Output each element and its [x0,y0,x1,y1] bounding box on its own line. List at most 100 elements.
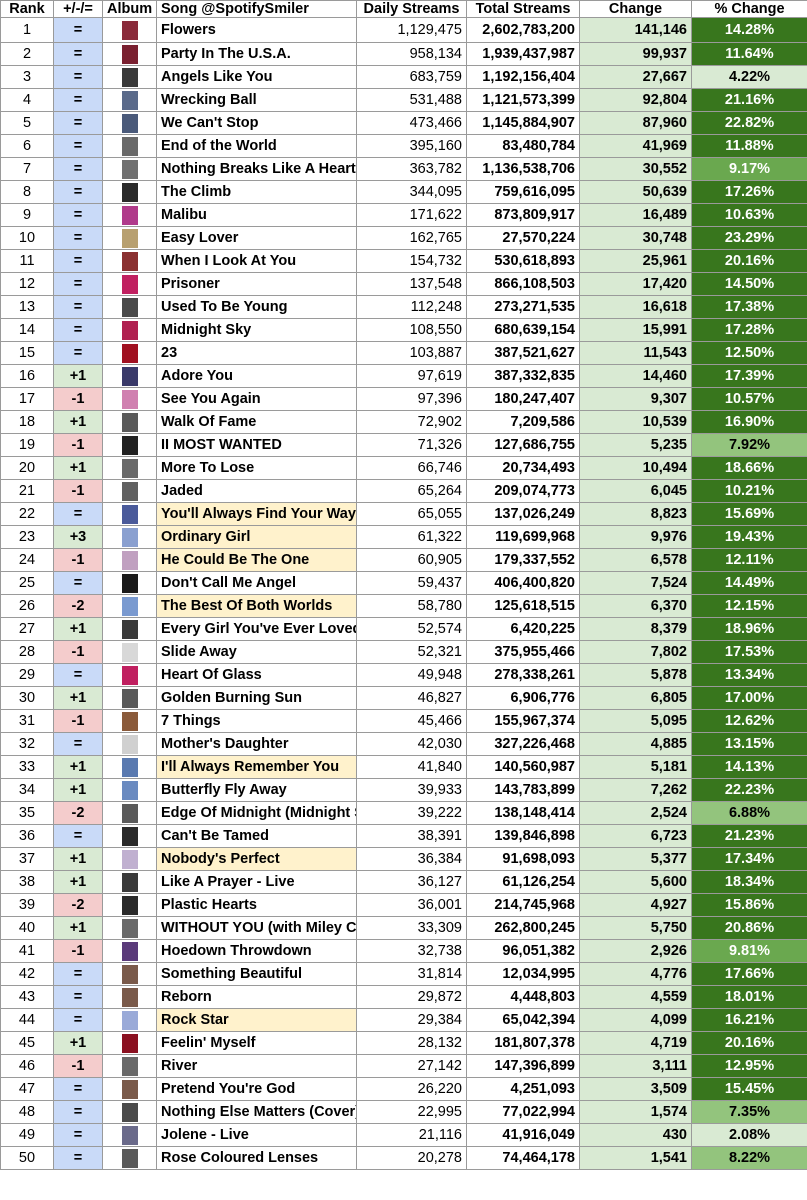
daily-streams-cell[interactable]: 683,759 [356,65,467,89]
header-rank[interactable]: Rank [0,0,54,18]
song-title-cell[interactable]: Mother's Daughter [156,732,357,756]
change-cell[interactable]: 99,937 [579,42,692,66]
daily-streams-cell[interactable]: 65,055 [356,502,467,526]
movement-cell[interactable]: = [53,203,103,227]
song-title-cell[interactable]: Heart Of Glass [156,663,357,687]
daily-streams-cell[interactable]: 31,814 [356,962,467,986]
song-title-cell[interactable]: Don't Call Me Angel [156,571,357,595]
album-cell[interactable] [102,1054,157,1078]
daily-streams-cell[interactable]: 20,278 [356,1146,467,1170]
album-cell[interactable] [102,709,157,733]
daily-streams-cell[interactable]: 21,116 [356,1123,467,1147]
song-title-cell[interactable]: Golden Burning Sun [156,686,357,710]
change-cell[interactable]: 5,235 [579,433,692,457]
song-title-cell[interactable]: Jolene - Live [156,1123,357,1147]
total-streams-cell[interactable]: 4,251,093 [466,1077,580,1101]
album-cell[interactable] [102,916,157,940]
album-cell[interactable] [102,65,157,89]
movement-cell[interactable]: +1 [53,410,103,434]
album-cell[interactable] [102,571,157,595]
song-title-cell[interactable]: Every Girl You've Ever Loved [156,617,357,641]
movement-cell[interactable]: +1 [53,847,103,871]
rank-cell[interactable]: 36 [0,824,54,848]
daily-streams-cell[interactable]: 395,160 [356,134,467,158]
change-cell[interactable]: 25,961 [579,249,692,273]
album-cell[interactable] [102,111,157,135]
daily-streams-cell[interactable]: 72,902 [356,410,467,434]
total-streams-cell[interactable]: 6,420,225 [466,617,580,641]
album-cell[interactable] [102,249,157,273]
pct-change-cell[interactable]: 20.16% [691,249,807,273]
rank-cell[interactable]: 46 [0,1054,54,1078]
album-cell[interactable] [102,640,157,664]
daily-streams-cell[interactable]: 61,322 [356,525,467,549]
rank-cell[interactable]: 26 [0,594,54,618]
total-streams-cell[interactable]: 41,916,049 [466,1123,580,1147]
album-cell[interactable] [102,548,157,572]
album-cell[interactable] [102,847,157,871]
total-streams-cell[interactable]: 262,800,245 [466,916,580,940]
song-title-cell[interactable]: He Could Be The One [156,548,357,572]
daily-streams-cell[interactable]: 36,127 [356,870,467,894]
daily-streams-cell[interactable]: 1,129,475 [356,17,467,43]
total-streams-cell[interactable]: 209,074,773 [466,479,580,503]
total-streams-cell[interactable]: 873,809,917 [466,203,580,227]
song-title-cell[interactable]: Ordinary Girl [156,525,357,549]
movement-cell[interactable]: +1 [53,778,103,802]
movement-cell[interactable]: = [53,571,103,595]
album-cell[interactable] [102,732,157,756]
total-streams-cell[interactable]: 180,247,407 [466,387,580,411]
movement-cell[interactable]: +1 [53,1031,103,1055]
change-cell[interactable]: 30,748 [579,226,692,250]
movement-cell[interactable]: = [53,134,103,158]
pct-change-cell[interactable]: 15.45% [691,1077,807,1101]
change-cell[interactable]: 17,420 [579,272,692,296]
rank-cell[interactable]: 19 [0,433,54,457]
header-song[interactable]: Song @SpotifySmiler [156,0,357,18]
change-cell[interactable]: 5,878 [579,663,692,687]
change-cell[interactable]: 7,262 [579,778,692,802]
pct-change-cell[interactable]: 9.81% [691,939,807,963]
song-title-cell[interactable]: Midnight Sky [156,318,357,342]
movement-cell[interactable]: = [53,962,103,986]
total-streams-cell[interactable]: 179,337,552 [466,548,580,572]
pct-change-cell[interactable]: 17.38% [691,295,807,319]
pct-change-cell[interactable]: 20.16% [691,1031,807,1055]
change-cell[interactable]: 27,667 [579,65,692,89]
rank-cell[interactable]: 49 [0,1123,54,1147]
rank-cell[interactable]: 20 [0,456,54,480]
song-title-cell[interactable]: Jaded [156,479,357,503]
album-cell[interactable] [102,157,157,181]
rank-cell[interactable]: 23 [0,525,54,549]
daily-streams-cell[interactable]: 36,384 [356,847,467,871]
rank-cell[interactable]: 44 [0,1008,54,1032]
album-cell[interactable] [102,985,157,1009]
change-cell[interactable]: 3,111 [579,1054,692,1078]
song-title-cell[interactable]: Flowers [156,17,357,43]
pct-change-cell[interactable]: 16.21% [691,1008,807,1032]
album-cell[interactable] [102,778,157,802]
rank-cell[interactable]: 2 [0,42,54,66]
change-cell[interactable]: 6,578 [579,548,692,572]
album-cell[interactable] [102,686,157,710]
album-cell[interactable] [102,663,157,687]
change-cell[interactable]: 9,976 [579,525,692,549]
album-cell[interactable] [102,180,157,204]
album-cell[interactable] [102,939,157,963]
change-cell[interactable]: 1,541 [579,1146,692,1170]
rank-cell[interactable]: 21 [0,479,54,503]
daily-streams-cell[interactable]: 42,030 [356,732,467,756]
pct-change-cell[interactable]: 12.95% [691,1054,807,1078]
header-pct-change[interactable]: % Change [691,0,807,18]
rank-cell[interactable]: 33 [0,755,54,779]
daily-streams-cell[interactable]: 46,827 [356,686,467,710]
header-album[interactable]: Album [102,0,157,18]
pct-change-cell[interactable]: 14.13% [691,755,807,779]
album-cell[interactable] [102,1100,157,1124]
movement-cell[interactable]: -2 [53,801,103,825]
movement-cell[interactable]: = [53,295,103,319]
total-streams-cell[interactable]: 1,136,538,706 [466,157,580,181]
album-cell[interactable] [102,502,157,526]
daily-streams-cell[interactable]: 29,872 [356,985,467,1009]
total-streams-cell[interactable]: 759,616,095 [466,180,580,204]
